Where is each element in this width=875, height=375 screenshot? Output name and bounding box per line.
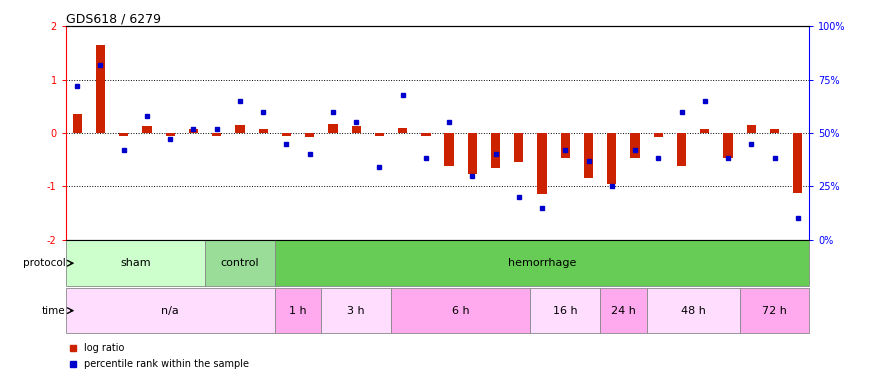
Text: 6 h: 6 h xyxy=(452,306,470,316)
Bar xyxy=(275,240,809,286)
Text: 24 h: 24 h xyxy=(611,306,636,316)
Bar xyxy=(561,133,570,159)
Bar xyxy=(700,129,710,133)
Text: 72 h: 72 h xyxy=(762,306,787,316)
Bar xyxy=(647,288,739,333)
Bar xyxy=(275,288,321,333)
Text: GDS618 / 6279: GDS618 / 6279 xyxy=(66,12,161,25)
Bar xyxy=(391,288,530,333)
Bar xyxy=(96,45,105,133)
Bar xyxy=(630,133,640,159)
Bar xyxy=(282,133,291,135)
Bar xyxy=(793,133,802,193)
Bar xyxy=(584,133,593,178)
Text: 1 h: 1 h xyxy=(290,306,307,316)
Bar xyxy=(328,124,338,133)
Text: sham: sham xyxy=(120,258,150,268)
Bar xyxy=(607,133,617,183)
Bar xyxy=(398,128,407,133)
Bar xyxy=(205,240,275,286)
Bar xyxy=(73,114,82,133)
Bar xyxy=(530,288,600,333)
Bar xyxy=(374,133,384,135)
Text: time: time xyxy=(42,306,66,316)
Bar xyxy=(677,133,686,166)
Bar xyxy=(189,129,198,133)
Bar xyxy=(739,288,809,333)
Bar xyxy=(468,133,477,174)
Bar xyxy=(537,133,547,194)
Text: control: control xyxy=(220,258,259,268)
Bar xyxy=(600,288,647,333)
Bar xyxy=(746,125,756,133)
Text: protocol: protocol xyxy=(23,258,66,268)
Bar xyxy=(321,288,391,333)
Bar xyxy=(66,240,205,286)
Text: hemorrhage: hemorrhage xyxy=(507,258,577,268)
Bar xyxy=(212,133,221,135)
Text: 16 h: 16 h xyxy=(553,306,578,316)
Bar xyxy=(421,133,430,135)
Text: percentile rank within the sample: percentile rank within the sample xyxy=(84,359,249,369)
Bar xyxy=(235,125,245,133)
Bar xyxy=(66,288,275,333)
Text: 48 h: 48 h xyxy=(681,306,705,316)
Bar xyxy=(514,133,523,162)
Bar xyxy=(143,126,151,133)
Text: n/a: n/a xyxy=(161,306,179,316)
Bar xyxy=(258,129,268,133)
Bar xyxy=(119,133,129,135)
Bar xyxy=(491,133,500,168)
Bar xyxy=(352,126,360,133)
Bar xyxy=(724,133,732,159)
Bar xyxy=(305,133,314,136)
Bar xyxy=(165,133,175,135)
Text: log ratio: log ratio xyxy=(84,343,124,352)
Text: 3 h: 3 h xyxy=(347,306,365,316)
Bar xyxy=(770,129,779,133)
Bar xyxy=(444,133,454,166)
Bar xyxy=(654,133,663,136)
